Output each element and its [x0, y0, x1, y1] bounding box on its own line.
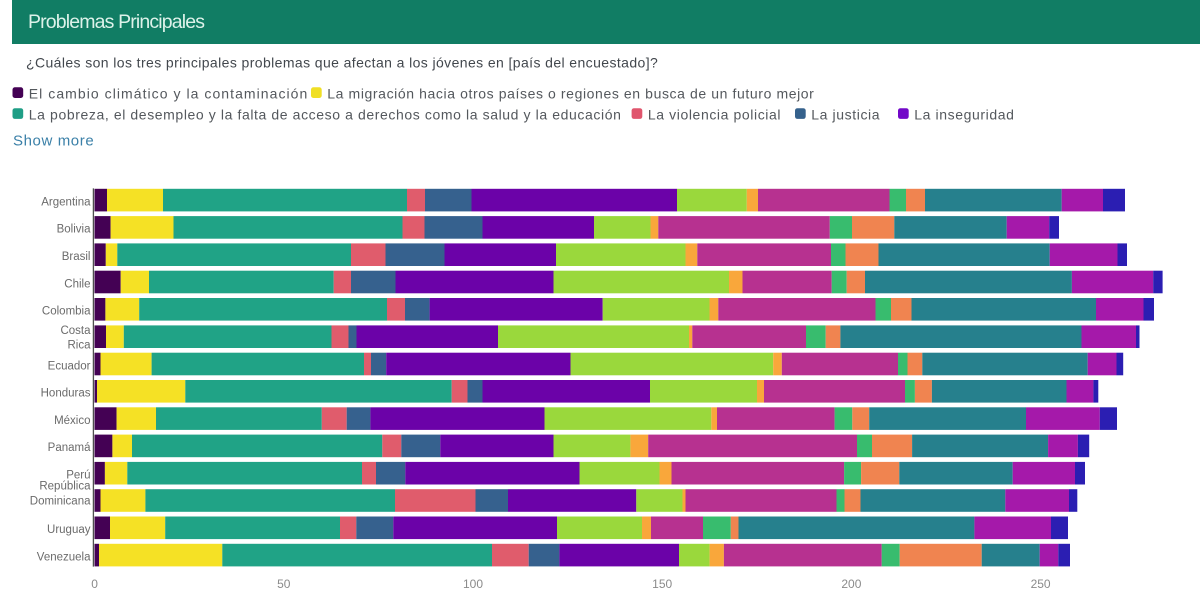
svg-text:Chile: Chile [64, 278, 90, 290]
svg-text:El cambio climático y la conta: El cambio climático y la contaminación [29, 86, 309, 102]
svg-text:Uruguay: Uruguay [47, 524, 91, 536]
svg-text:La justicia: La justicia [811, 106, 880, 122]
svg-text:150: 150 [652, 577, 672, 591]
svg-text:Problemas Principales: Problemas Principales [28, 11, 205, 33]
svg-text:100: 100 [463, 577, 483, 591]
svg-text:Perú: Perú [66, 470, 90, 482]
svg-text:La migración hacia otros paíse: La migración hacia otros países o region… [327, 86, 814, 102]
svg-text:Brasil: Brasil [62, 251, 91, 263]
svg-text:México: México [54, 415, 90, 427]
svg-text:200: 200 [841, 577, 861, 591]
svg-text:Ecuador: Ecuador [48, 360, 91, 372]
svg-text:Costa: Costa [60, 325, 91, 337]
svg-text:Argentina: Argentina [41, 196, 91, 208]
svg-text:50: 50 [277, 577, 291, 591]
svg-text:La pobreza, el desempleo y la: La pobreza, el desempleo y la falta de a… [29, 106, 622, 122]
svg-text:La violencia policial: La violencia policial [648, 106, 781, 122]
svg-text:Show more: Show more [13, 133, 94, 150]
svg-text:250: 250 [1031, 577, 1051, 591]
svg-text:Honduras: Honduras [41, 388, 91, 400]
svg-text:Bolivia: Bolivia [57, 224, 91, 236]
svg-text:Colombia: Colombia [42, 306, 91, 318]
svg-text:República: República [39, 480, 91, 492]
svg-text:0: 0 [91, 577, 98, 591]
svg-text:La inseguridad: La inseguridad [914, 106, 1014, 122]
svg-text:¿Cuáles son los tres principal: ¿Cuáles son los tres principales problem… [26, 55, 658, 71]
svg-text:Panamá: Panamá [48, 442, 91, 454]
svg-text:Dominicana: Dominicana [30, 496, 91, 508]
svg-text:Rica: Rica [67, 340, 91, 352]
svg-text:Venezuela: Venezuela [37, 551, 91, 563]
